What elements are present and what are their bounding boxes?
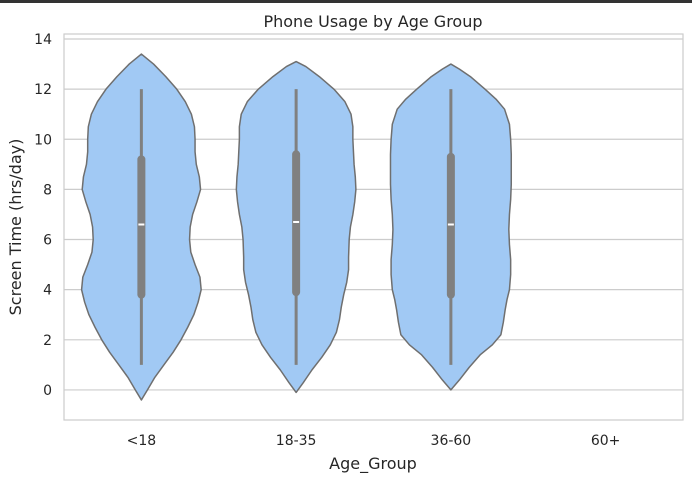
- y-axis-label: Screen Time (hrs/day): [6, 139, 25, 316]
- x-axis-label: Age_Group: [329, 454, 417, 474]
- x-tick-labels: <18 18-35 36-60 60+: [127, 433, 621, 449]
- x-tick-label-2: 36-60: [431, 433, 472, 449]
- x-tick-label-0: <18: [127, 433, 157, 449]
- y-tick-label-8: 8: [43, 182, 52, 198]
- x-tick-label-3: 60+: [591, 433, 621, 449]
- y-tick-label-0: 0: [43, 383, 52, 399]
- violins: [80, 53, 513, 401]
- y-tick-label-4: 4: [43, 283, 52, 299]
- chart-title: Phone Usage by Age Group: [263, 12, 482, 31]
- x-tick-label-1: 18-35: [276, 433, 317, 449]
- top-border: [0, 0, 692, 3]
- y-tick-label-12: 12: [34, 82, 52, 98]
- y-tick-label-2: 2: [43, 333, 52, 349]
- y-tick-label-10: 10: [34, 132, 52, 148]
- y-tick-label-6: 6: [43, 233, 52, 249]
- y-tick-label-14: 14: [34, 32, 52, 48]
- y-tick-labels: 0 2 4 6 8 10 12 14: [34, 32, 52, 399]
- plot-frame: [63, 33, 684, 421]
